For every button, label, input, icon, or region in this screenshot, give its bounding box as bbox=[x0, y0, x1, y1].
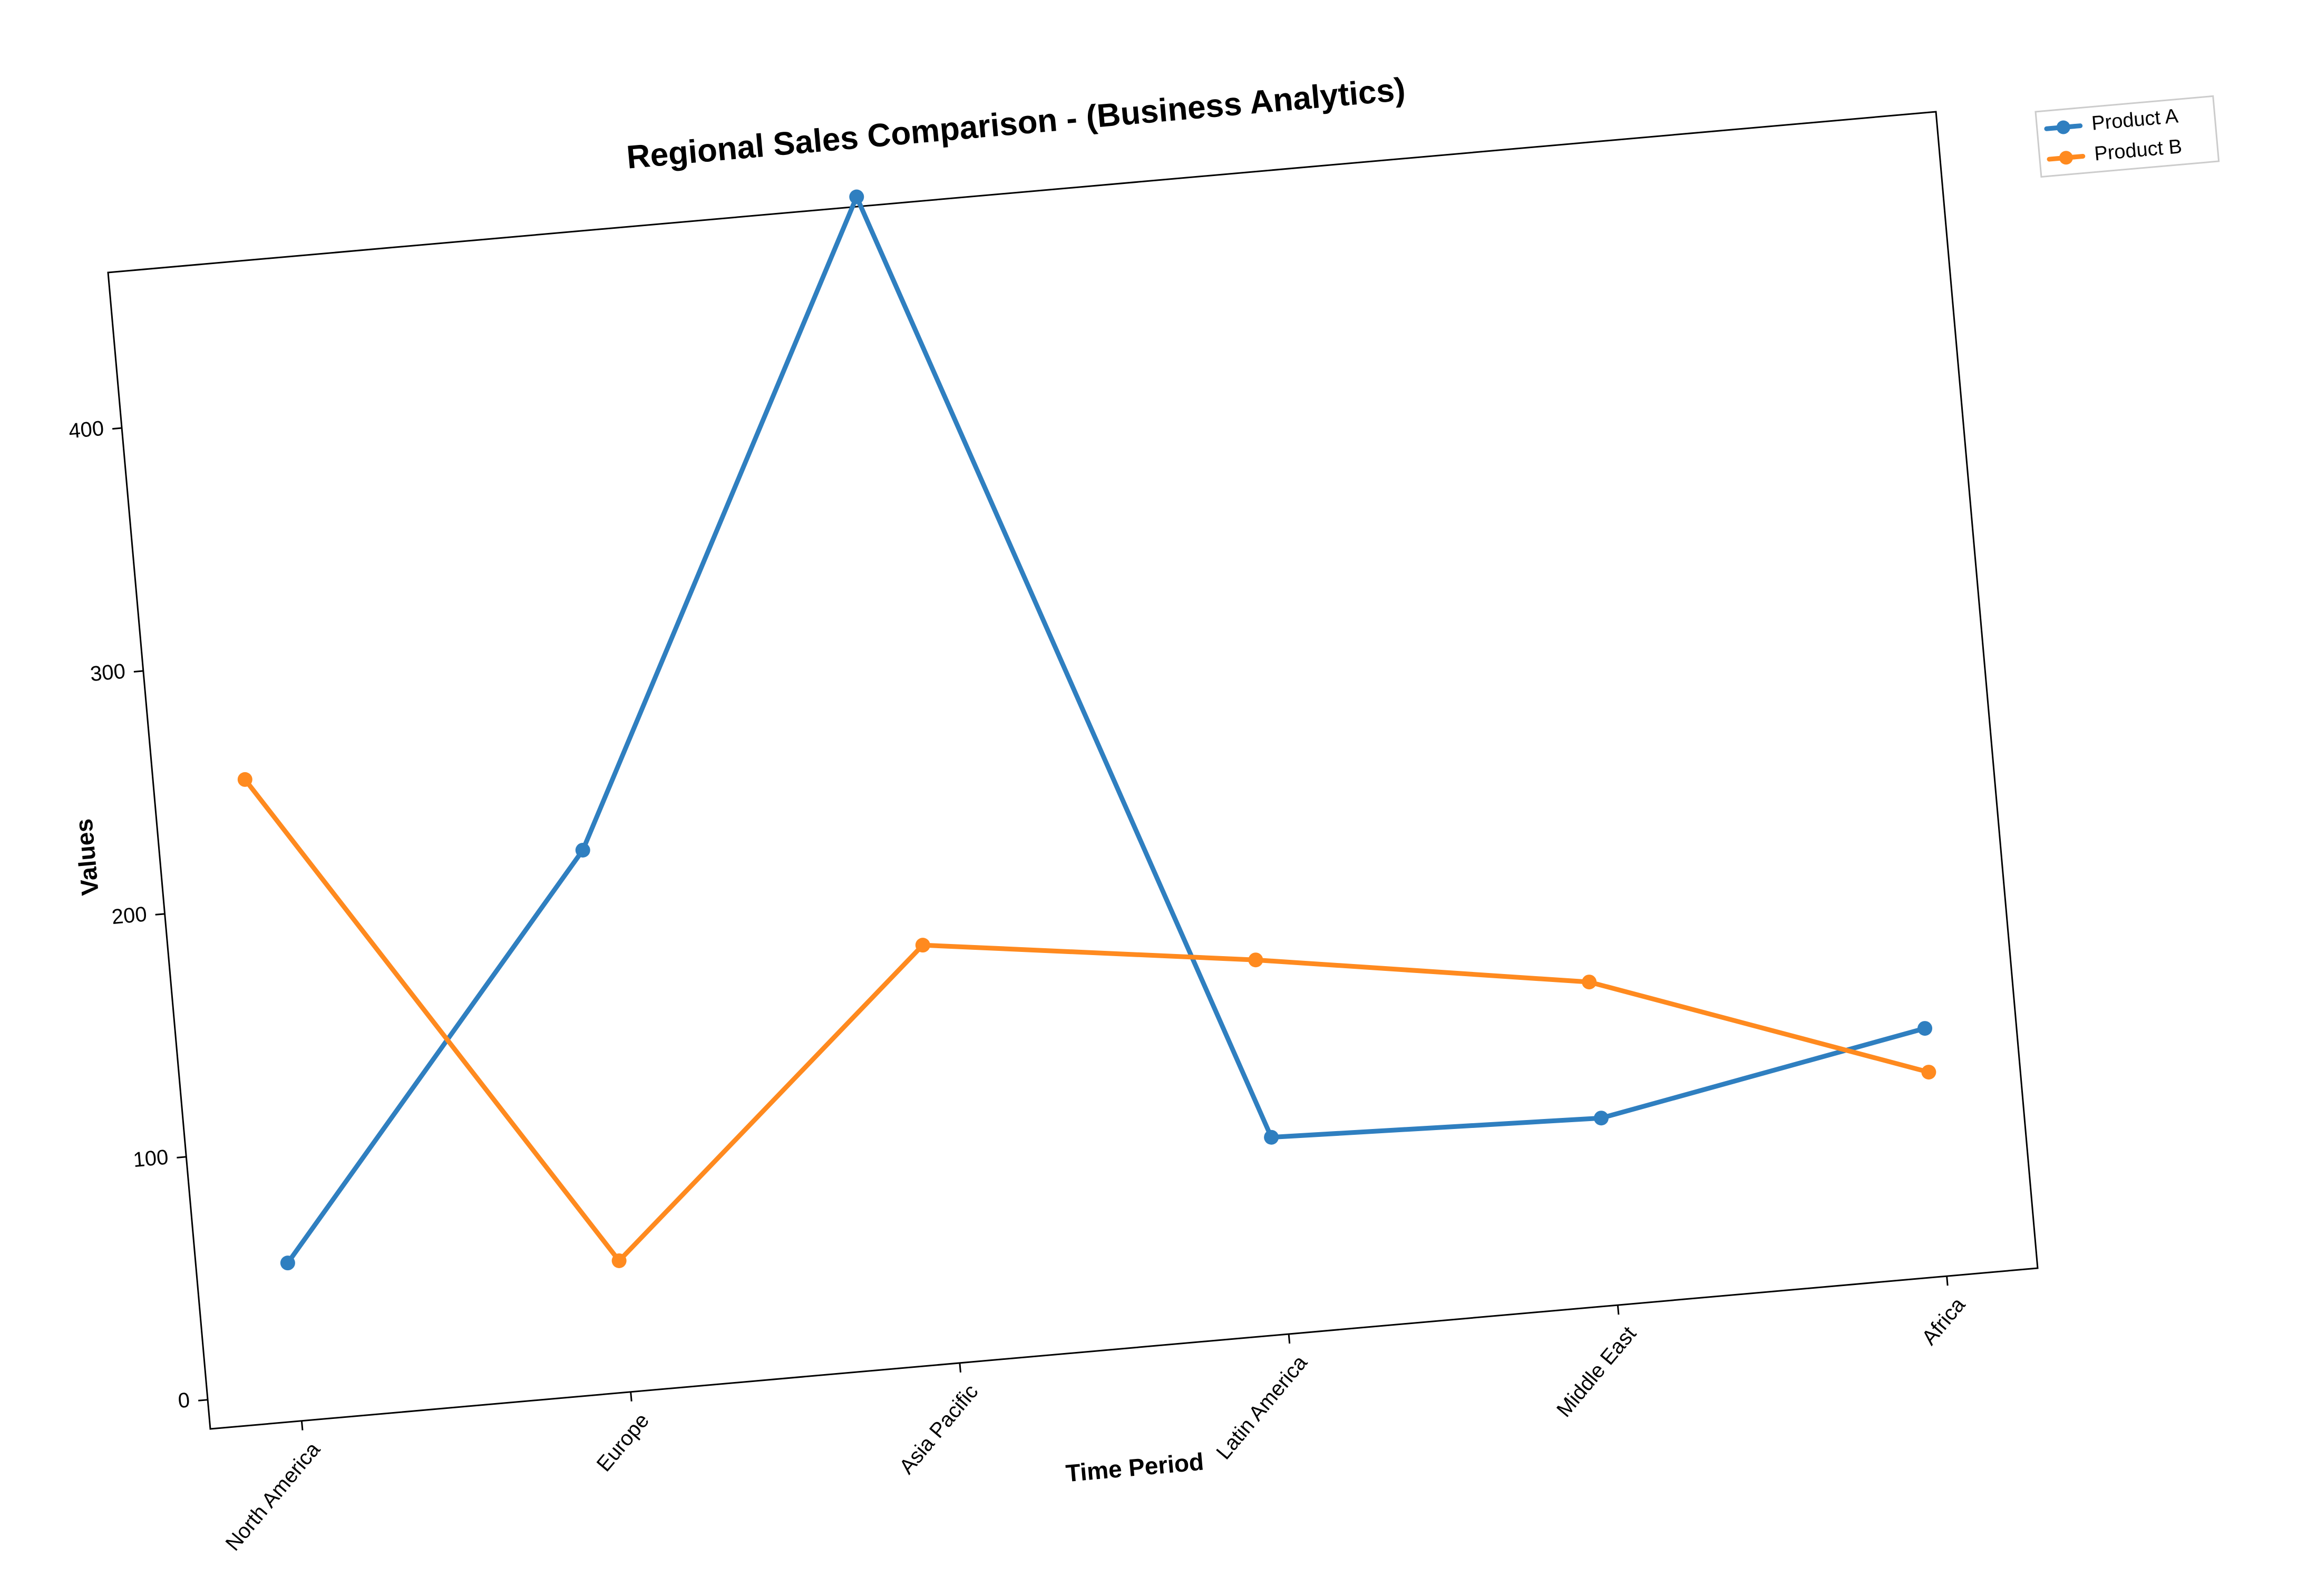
chart-title: Regional Sales Comparison - (Business An… bbox=[625, 71, 1407, 176]
plot-frame bbox=[107, 111, 2039, 1430]
data-point bbox=[1921, 1065, 1936, 1080]
x-tick-mark bbox=[630, 1391, 632, 1402]
y-tick-mark bbox=[155, 913, 165, 916]
y-tick-label: 300 bbox=[89, 660, 126, 686]
y-tick-label: 400 bbox=[68, 417, 105, 443]
legend-marker bbox=[2059, 151, 2073, 165]
x-tick-label: Asia Pacific bbox=[895, 1380, 983, 1478]
y-tick-mark bbox=[112, 427, 122, 430]
legend-marker bbox=[2056, 120, 2070, 134]
data-point bbox=[611, 1253, 627, 1268]
x-tick-label: Latin America bbox=[1212, 1351, 1312, 1464]
data-point bbox=[1917, 1021, 1933, 1036]
series-line bbox=[285, 194, 1927, 1266]
y-axis: 0 100 200 300 400 bbox=[68, 417, 208, 1413]
x-tick-mark bbox=[300, 1420, 304, 1430]
data-point bbox=[575, 842, 590, 858]
y-axis-title: Values bbox=[70, 818, 104, 897]
x-tick-label: Africa bbox=[1917, 1293, 1970, 1349]
data-point bbox=[237, 772, 252, 787]
y-tick-label: 0 bbox=[177, 1388, 191, 1413]
x-axis: North America Europe Asia Pacific Latin Ame… bbox=[221, 1276, 1970, 1555]
data-point bbox=[1248, 952, 1263, 968]
x-tick-mark bbox=[1946, 1276, 1949, 1286]
y-tick-label: 100 bbox=[132, 1145, 169, 1172]
x-axis-title: Time Period bbox=[1065, 1448, 1205, 1487]
series-2 bbox=[237, 772, 1936, 1268]
x-tick-label: Europe bbox=[592, 1409, 654, 1476]
data-point bbox=[849, 189, 864, 205]
x-tick-label: North America bbox=[221, 1437, 325, 1555]
data-point bbox=[1582, 975, 1597, 990]
x-tick-mark bbox=[1288, 1334, 1291, 1344]
data-point bbox=[915, 938, 930, 953]
y-tick-mark bbox=[198, 1399, 208, 1402]
data-point bbox=[280, 1256, 295, 1271]
y-tick-mark bbox=[177, 1156, 187, 1159]
plot-area: 0 100 200 300 400 North America Europe Asia Pa… bbox=[68, 111, 2039, 1555]
data-point bbox=[1593, 1111, 1609, 1126]
x-tick-mark bbox=[959, 1363, 961, 1373]
y-tick-label: 200 bbox=[111, 902, 148, 929]
series-1 bbox=[280, 189, 1933, 1271]
series-layer bbox=[237, 189, 1936, 1271]
x-tick-mark bbox=[1617, 1305, 1620, 1315]
x-tick-label: Middle East bbox=[1552, 1322, 1641, 1421]
y-tick-mark bbox=[133, 670, 143, 673]
legend-frame bbox=[2034, 95, 2220, 178]
data-point bbox=[1264, 1130, 1279, 1145]
series-line bbox=[242, 777, 1931, 1263]
